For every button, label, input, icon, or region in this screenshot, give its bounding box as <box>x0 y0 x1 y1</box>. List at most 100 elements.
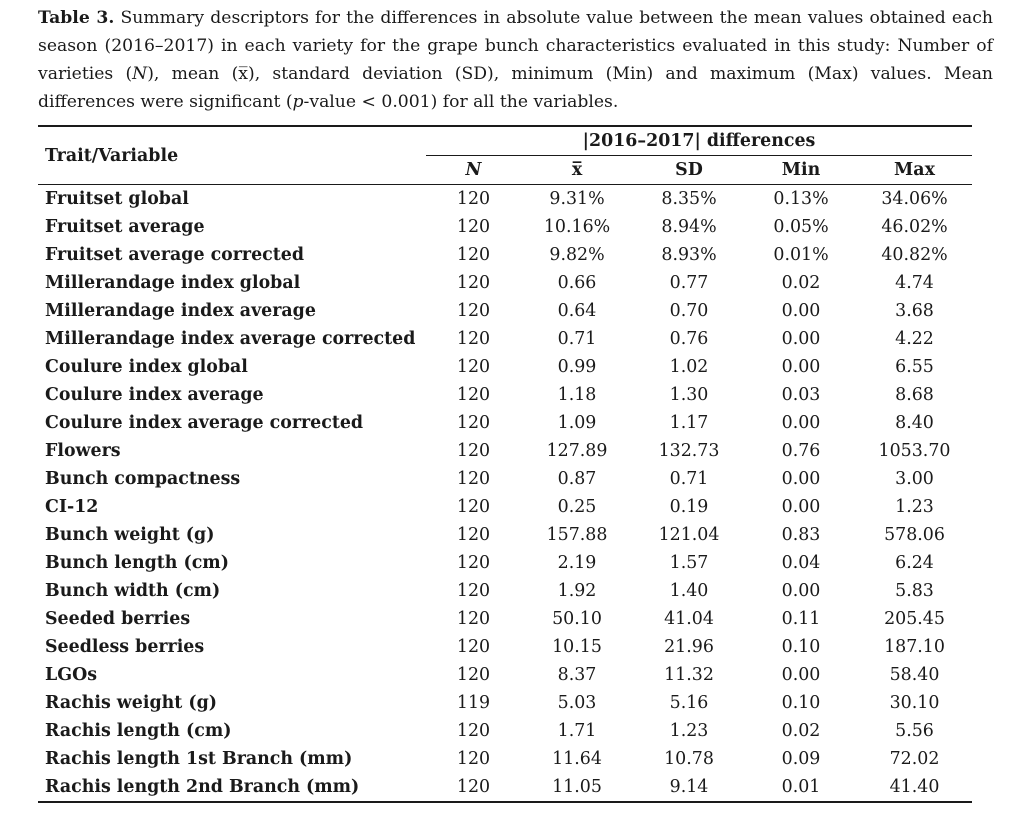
min-cell: 0.00 <box>781 497 821 517</box>
sd-cell: 1.02 <box>669 357 709 377</box>
min-cell: 0.10 <box>781 637 821 657</box>
mean-cell: 2.19 <box>557 553 597 573</box>
mean-cell: 1.71 <box>557 721 597 741</box>
min-cell: 0.01 <box>745 773 857 803</box>
mean-cell: 1.18 <box>557 385 597 405</box>
max-cell: 1.23 <box>895 497 934 517</box>
sd-cell: 10.78 <box>664 749 714 769</box>
sd-cell: 0.77 <box>669 273 709 293</box>
variable-name-cell: Millerandage index global <box>45 273 301 293</box>
mean-cell: 11.05 <box>521 773 633 803</box>
variable-name-cell: Coulure index global <box>45 357 248 377</box>
differences-group-header: |2016–2017| differences <box>426 125 972 156</box>
max-cell: 3.00 <box>895 469 934 489</box>
n-cell: 120 <box>456 469 491 489</box>
max-cell: 1053.70 <box>878 441 951 461</box>
max-cell: 41.40 <box>857 773 972 803</box>
caption-text: ), standard deviation (SD), minimum (Min… <box>38 64 994 112</box>
n-cell: 120 <box>456 301 491 321</box>
column-header-min: Min <box>745 155 857 185</box>
max-cell: 8.68 <box>895 385 934 405</box>
min-cell: 0.00 <box>781 581 821 601</box>
n-cell: 120 <box>456 217 491 237</box>
table-row: Millerandage index global 120 0.66 0.77 0.02… <box>38 269 972 297</box>
variable-name-cell: Bunch weight (g) <box>45 525 215 545</box>
mean-cell: 9.82% <box>549 245 605 265</box>
mean-cell: 11.64 <box>552 749 602 769</box>
max-cell: 205.45 <box>884 609 945 629</box>
n-cell: 120 <box>456 329 491 349</box>
n-cell: 120 <box>456 637 491 657</box>
sd-cell: 5.16 <box>669 693 709 713</box>
mean-cell: 50.10 <box>552 609 602 629</box>
table-row: Flowers 120 127.89 132.73 0.76 1053.70 <box>38 437 972 465</box>
column-header-sd: SD <box>633 155 745 185</box>
min-cell: 0.00 <box>781 329 821 349</box>
mean-cell: 0.25 <box>557 497 597 517</box>
variable-name-cell: Seeded berries <box>45 609 191 629</box>
mean-cell: 8.37 <box>557 665 597 685</box>
variable-name-cell: Fruitset average <box>45 217 205 237</box>
min-cell: 0.11 <box>781 609 821 629</box>
table-row: Rachis weight (g) 119 5.03 5.16 0.10 30.10 <box>38 689 972 717</box>
mean-cell: 127.89 <box>546 441 608 461</box>
table-row: Millerandage index average 120 0.64 0.70 0.0… <box>38 297 972 325</box>
column-header-n: N <box>426 155 521 185</box>
descriptors-table: Trait/Variable |2016–2017| differences N… <box>38 125 972 803</box>
n-cell: 120 <box>456 357 491 377</box>
table-row: Bunch width (cm) 120 1.92 1.40 0.00 5.83 <box>38 577 972 605</box>
variable-name-cell: Flowers <box>45 441 121 461</box>
variable-name-cell: Fruitset average corrected <box>45 245 304 265</box>
mean-cell: 0.71 <box>557 329 597 349</box>
mean-cell: 1.09 <box>557 413 597 433</box>
sd-cell: 1.40 <box>669 581 709 601</box>
n-cell: 120 <box>456 497 491 517</box>
min-cell: 0.02 <box>781 273 821 293</box>
min-cell: 0.00 <box>781 357 821 377</box>
max-cell: 4.22 <box>895 329 934 349</box>
variable-name-cell: Rachis length 2nd Branch (mm) <box>38 773 426 803</box>
table-row: Rachis length 1st Branch (mm) 120 11.64 10.… <box>38 745 972 773</box>
caption-p-symbol: p <box>292 92 304 112</box>
variable-name-cell: Seedless berries <box>45 637 205 657</box>
min-cell: 0.01% <box>773 245 829 265</box>
table-row: Bunch length (cm) 120 2.19 1.57 0.04 6.24 <box>38 549 972 577</box>
n-cell: 120 <box>456 721 491 741</box>
min-cell: 0.00 <box>781 413 821 433</box>
table-row: CI-12 120 0.25 0.19 0.00 1.23 <box>38 493 972 521</box>
max-cell: 6.55 <box>895 357 934 377</box>
max-cell: 5.56 <box>895 721 934 741</box>
variable-name-cell: Bunch compactness <box>45 469 241 489</box>
variable-name-cell: CI-12 <box>45 497 99 517</box>
max-cell: 72.02 <box>889 749 940 769</box>
caption-text: ), mean ( <box>147 64 239 84</box>
min-cell: 0.00 <box>781 665 821 685</box>
mean-cell: 10.16% <box>543 217 611 237</box>
sd-cell: 1.57 <box>669 553 709 573</box>
max-cell: 34.06% <box>881 189 948 209</box>
sd-cell: 0.76 <box>669 329 709 349</box>
table-row: Bunch weight (g) 120 157.88 121.04 0.83 578.0… <box>38 521 972 549</box>
table-row: Coulure index average 120 1.18 1.30 0.03 8.68 <box>38 381 972 409</box>
sd-cell: 132.73 <box>658 441 720 461</box>
table-row: LGOs 120 8.37 11.32 0.00 58.40 <box>38 661 972 689</box>
max-cell: 58.40 <box>889 665 940 685</box>
n-cell: 120 <box>456 581 491 601</box>
sd-cell: 11.32 <box>664 665 714 685</box>
variable-name-cell: Coulure index average <box>45 385 264 405</box>
min-cell: 0.02 <box>781 721 821 741</box>
max-cell: 46.02% <box>881 217 948 237</box>
min-cell: 0.03 <box>781 385 821 405</box>
table-caption: Table 3. Summary descriptors for the dif… <box>38 4 993 116</box>
variable-name-cell: Bunch width (cm) <box>45 581 221 601</box>
n-cell: 120 <box>456 413 491 433</box>
min-cell: 0.13% <box>773 189 829 209</box>
mean-cell: 0.99 <box>557 357 597 377</box>
table-header-row: Trait/Variable |2016–2017| differences <box>38 125 972 185</box>
max-cell: 40.82% <box>881 245 948 265</box>
table-row: Coulure index global 120 0.99 1.02 0.00 6.55 <box>38 353 972 381</box>
n-cell: 120 <box>456 245 491 265</box>
table-row: Rachis length 2nd Branch (mm) 120 11.05 9.1… <box>38 773 972 803</box>
variable-name-cell: Rachis length 1st Branch (mm) <box>45 749 353 769</box>
sd-cell: 41.04 <box>664 609 714 629</box>
